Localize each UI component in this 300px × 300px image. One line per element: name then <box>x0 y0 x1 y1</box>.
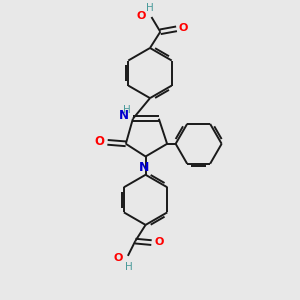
Text: H: H <box>125 262 133 272</box>
Text: O: O <box>94 135 105 148</box>
Text: O: O <box>113 253 123 262</box>
Text: O: O <box>137 11 146 21</box>
Text: H: H <box>146 4 154 14</box>
Text: N: N <box>139 161 149 174</box>
Text: N: N <box>119 109 129 122</box>
Text: O: O <box>179 23 188 33</box>
Text: O: O <box>154 237 164 247</box>
Text: H: H <box>122 106 130 116</box>
